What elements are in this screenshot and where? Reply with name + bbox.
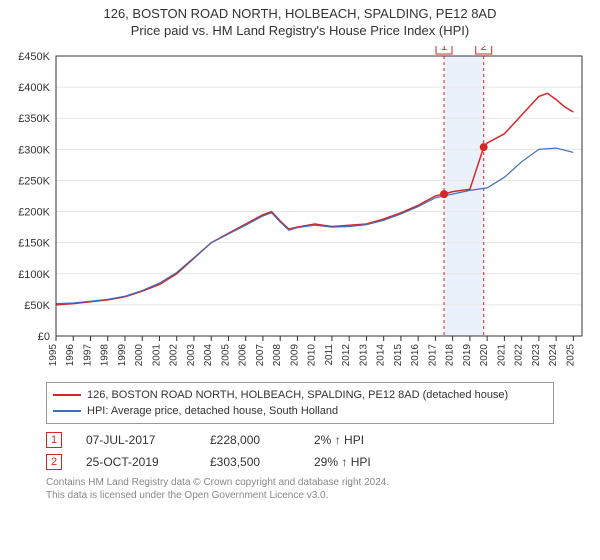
svg-text:2020: 2020 — [479, 344, 490, 367]
svg-text:2025: 2025 — [565, 344, 576, 367]
sales-table: 1 07-JUL-2017 £228,000 2% ↑ HPI 2 25-OCT… — [46, 432, 554, 470]
page-subtitle: Price paid vs. HM Land Registry's House … — [0, 23, 600, 38]
chart-svg: £0 £50K £100K £150K £200K £250K £300K £350K £400… — [10, 46, 590, 376]
svg-text:2013: 2013 — [358, 344, 369, 367]
legend-label: 126, BOSTON ROAD NORTH, HOLBEACH, SPALDI… — [87, 387, 508, 403]
legend: 126, BOSTON ROAD NORTH, HOLBEACH, SPALDI… — [46, 382, 554, 424]
legend-swatch — [53, 394, 81, 396]
sale-badge: 1 — [46, 432, 62, 448]
sale-date: 25-OCT-2019 — [86, 455, 186, 469]
svg-text:£50K: £50K — [24, 300, 50, 312]
page-title: 126, BOSTON ROAD NORTH, HOLBEACH, SPALDI… — [0, 0, 600, 21]
svg-text:1995: 1995 — [48, 344, 59, 367]
sale-price: £228,000 — [210, 433, 290, 447]
sale-date: 07-JUL-2017 — [86, 433, 186, 447]
svg-text:2024: 2024 — [548, 344, 559, 367]
svg-text:2000: 2000 — [134, 344, 145, 367]
sale-row: 2 25-OCT-2019 £303,500 29% ↑ HPI — [46, 454, 554, 470]
svg-text:2006: 2006 — [238, 344, 249, 367]
svg-text:2002: 2002 — [169, 344, 180, 367]
legend-label: HPI: Average price, detached house, Sout… — [87, 403, 338, 419]
svg-text:£0: £0 — [38, 331, 50, 343]
svg-text:2011: 2011 — [324, 344, 335, 366]
svg-text:2010: 2010 — [307, 344, 318, 367]
svg-text:2004: 2004 — [203, 344, 214, 367]
svg-text:2007: 2007 — [255, 344, 266, 367]
svg-text:2009: 2009 — [289, 344, 300, 367]
footer-line: Contains HM Land Registry data © Crown c… — [46, 476, 554, 489]
svg-text:2023: 2023 — [531, 344, 542, 367]
footer-line: This data is licensed under the Open Gov… — [46, 489, 554, 502]
svg-text:£250K: £250K — [18, 175, 50, 187]
svg-text:2005: 2005 — [220, 344, 231, 367]
svg-text:2015: 2015 — [393, 344, 404, 367]
svg-text:1998: 1998 — [100, 344, 111, 367]
svg-text:1997: 1997 — [82, 344, 93, 367]
svg-text:£100K: £100K — [18, 269, 50, 281]
sale-row: 1 07-JUL-2017 £228,000 2% ↑ HPI — [46, 432, 554, 448]
svg-text:2012: 2012 — [341, 344, 352, 367]
svg-text:2018: 2018 — [445, 344, 456, 367]
chart: £0 £50K £100K £150K £200K £250K £300K £350K £400… — [10, 46, 590, 376]
svg-text:£200K: £200K — [18, 207, 50, 219]
svg-text:2: 2 — [481, 46, 487, 53]
svg-text:1: 1 — [441, 46, 447, 53]
svg-text:2017: 2017 — [427, 344, 438, 367]
svg-text:£150K: £150K — [18, 238, 50, 250]
svg-text:2016: 2016 — [410, 344, 421, 367]
sale-pct: 29% ↑ HPI — [314, 455, 371, 469]
legend-swatch — [53, 410, 81, 412]
svg-text:2021: 2021 — [496, 344, 507, 367]
svg-text:£450K: £450K — [18, 51, 50, 63]
svg-text:£350K: £350K — [18, 113, 50, 125]
svg-text:£400K: £400K — [18, 82, 50, 94]
svg-text:2001: 2001 — [151, 344, 162, 367]
svg-text:2022: 2022 — [514, 344, 525, 367]
sale-price: £303,500 — [210, 455, 290, 469]
svg-text:1996: 1996 — [65, 344, 76, 367]
sale-pct: 2% ↑ HPI — [314, 433, 364, 447]
svg-text:2019: 2019 — [462, 344, 473, 367]
svg-text:1999: 1999 — [117, 344, 128, 367]
footer: Contains HM Land Registry data © Crown c… — [46, 476, 554, 502]
sale-badge: 2 — [46, 454, 62, 470]
svg-text:2008: 2008 — [272, 344, 283, 367]
svg-text:2014: 2014 — [376, 344, 387, 367]
svg-text:£300K: £300K — [18, 144, 50, 156]
svg-text:2003: 2003 — [186, 344, 197, 367]
legend-item: 126, BOSTON ROAD NORTH, HOLBEACH, SPALDI… — [53, 387, 547, 403]
legend-item: HPI: Average price, detached house, Sout… — [53, 403, 547, 419]
